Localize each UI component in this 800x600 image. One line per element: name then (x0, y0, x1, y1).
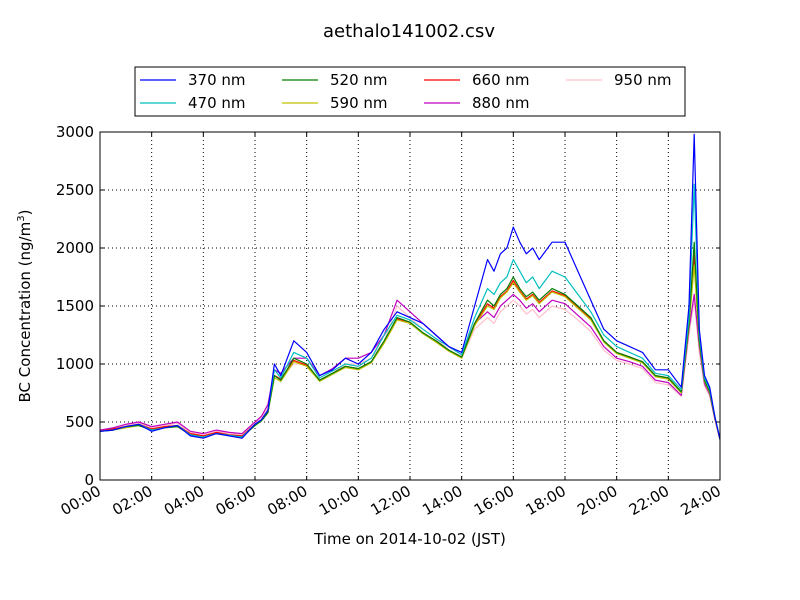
legend-box (134, 66, 686, 117)
x-tick-label: 04:00 (161, 482, 207, 519)
legend-label: 370 nm (188, 71, 246, 89)
x-tick-label: 20:00 (574, 482, 620, 519)
x-tick-labels: 00:00 02:00 04:00 06:00 08:00 10:00 12:00 14:00… (58, 482, 724, 519)
x-tick-label: 16:00 (471, 482, 517, 519)
y-tick-label: 2000 (56, 239, 94, 257)
y-tick-label: 1000 (56, 355, 94, 373)
legend-label: 590 nm (330, 94, 388, 112)
x-tick-label: 02:00 (109, 482, 155, 519)
y-tick-label: 0 (84, 471, 94, 489)
x-tick-label: 00:00 (58, 482, 104, 519)
y-tick-label: 2500 (56, 181, 94, 199)
y-tick-label: 3000 (56, 123, 94, 141)
legend-label: 660 nm (472, 71, 530, 89)
grid (100, 132, 720, 480)
x-tick-label: 22:00 (626, 482, 672, 519)
axis-ticks (99, 131, 721, 481)
x-tick-label: 24:00 (678, 482, 724, 519)
legend-label: 470 nm (188, 94, 246, 112)
chart-title: aethalo141002.csv (323, 21, 495, 42)
legend-label: 950 nm (614, 71, 672, 89)
x-tick-label: 08:00 (264, 482, 310, 519)
y-tick-label: 1500 (56, 297, 94, 315)
y-tick-labels: 0 500 1000 1500 2000 2500 3000 (56, 123, 94, 489)
y-axis-label-suffix: ) (16, 210, 34, 216)
legend-label: 520 nm (330, 71, 388, 89)
y-axis-label-superscript: 3 (16, 215, 27, 221)
legend: 370 nm 470 nm 520 nm 590 nm 660 nm 880 nm 950 … (134, 66, 686, 117)
series-layer (99, 133, 721, 441)
y-axis-label-main: BC Concentration (ng/m (16, 222, 34, 403)
x-tick-label: 14:00 (419, 482, 465, 519)
y-axis-label: BC Concentration (ng/m3) (16, 210, 34, 403)
y-tick-label: 500 (65, 413, 94, 431)
x-tick-label: 10:00 (316, 482, 362, 519)
x-tick-label: 06:00 (213, 482, 259, 519)
legend-label: 880 nm (472, 94, 530, 112)
x-tick-label: 12:00 (368, 482, 414, 519)
x-axis-label: Time on 2014-10-02 (JST) (313, 530, 506, 548)
series-line-370-nm (99, 133, 721, 440)
x-tick-label: 18:00 (523, 482, 569, 519)
